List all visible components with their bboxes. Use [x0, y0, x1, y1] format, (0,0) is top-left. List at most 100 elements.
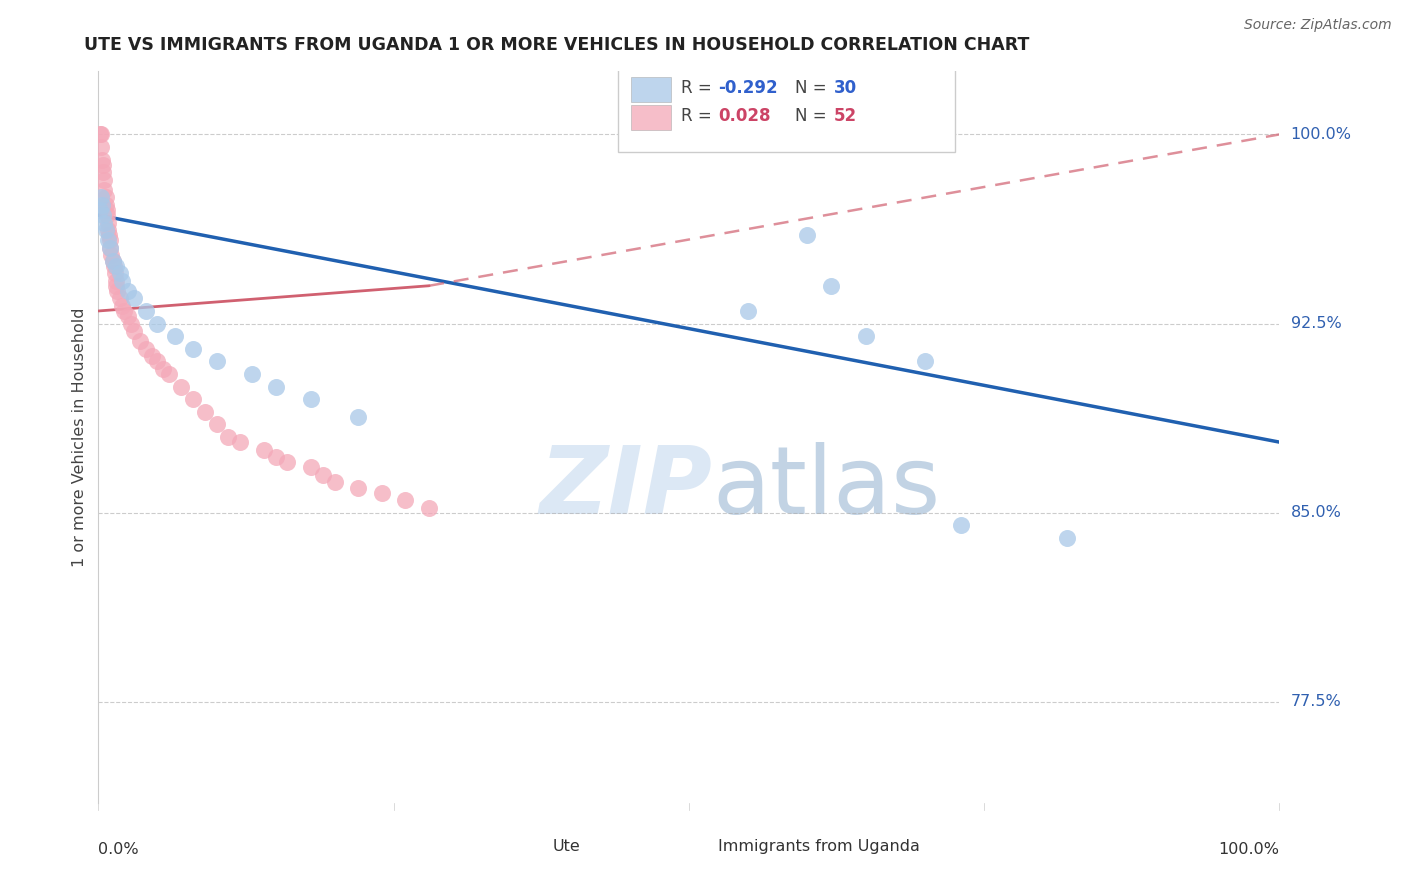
Point	[97, 223, 120, 237]
Point	[111, 274, 134, 288]
FancyBboxPatch shape	[619, 68, 955, 152]
Point	[264, 450, 287, 465]
Point	[104, 266, 127, 280]
Point	[217, 430, 239, 444]
Text: Ute: Ute	[553, 839, 581, 855]
Point	[90, 190, 112, 204]
Point	[157, 367, 180, 381]
Point	[141, 350, 163, 364]
Point	[205, 354, 228, 368]
Point	[181, 392, 204, 407]
Point	[264, 379, 287, 393]
Text: 0.028: 0.028	[718, 107, 770, 125]
Text: 30: 30	[834, 79, 858, 97]
Point	[165, 329, 187, 343]
Point	[98, 233, 121, 247]
Text: 52: 52	[834, 107, 858, 125]
FancyBboxPatch shape	[631, 105, 671, 130]
Point	[312, 467, 335, 482]
Point	[90, 128, 112, 142]
Point	[96, 208, 118, 222]
FancyBboxPatch shape	[685, 836, 714, 857]
Point	[94, 190, 117, 204]
Text: 92.5%: 92.5%	[1291, 316, 1341, 331]
Point	[152, 362, 174, 376]
Text: ZIP: ZIP	[540, 442, 713, 534]
Point	[347, 481, 370, 495]
Text: UTE VS IMMIGRANTS FROM UGANDA 1 OR MORE VEHICLES IN HOUSEHOLD CORRELATION CHART: UTE VS IMMIGRANTS FROM UGANDA 1 OR MORE …	[84, 36, 1029, 54]
Point	[112, 304, 135, 318]
Point	[194, 405, 217, 419]
Text: -0.292: -0.292	[718, 79, 778, 97]
Point	[796, 228, 818, 243]
Text: N =: N =	[796, 79, 832, 97]
Point	[96, 203, 118, 218]
Point	[94, 223, 117, 237]
Point	[371, 485, 394, 500]
Point	[105, 274, 128, 288]
Point	[91, 198, 114, 212]
Point	[146, 317, 169, 331]
Point	[111, 299, 134, 313]
Point	[737, 304, 759, 318]
Point	[105, 259, 128, 273]
Point	[299, 460, 322, 475]
Point	[91, 158, 114, 172]
Point	[135, 304, 157, 318]
Point	[949, 518, 972, 533]
Point	[93, 183, 115, 197]
Point	[101, 253, 124, 268]
Point	[98, 241, 121, 255]
Point	[299, 392, 322, 407]
Point	[93, 216, 115, 230]
Point	[89, 128, 111, 142]
Point	[90, 140, 112, 154]
FancyBboxPatch shape	[519, 836, 550, 857]
Point	[253, 442, 276, 457]
Point	[122, 324, 145, 338]
Point	[108, 266, 131, 280]
Point	[128, 334, 150, 349]
Text: Immigrants from Uganda: Immigrants from Uganda	[718, 839, 921, 855]
Point	[101, 253, 124, 268]
Point	[91, 153, 114, 167]
Point	[394, 493, 416, 508]
Point	[89, 203, 111, 218]
Point	[181, 342, 204, 356]
Text: 100.0%: 100.0%	[1219, 842, 1279, 856]
Point	[1056, 531, 1078, 545]
Point	[100, 248, 122, 262]
Point	[93, 173, 115, 187]
Point	[418, 500, 440, 515]
Point	[135, 342, 157, 356]
Point	[146, 354, 169, 368]
Point	[105, 278, 128, 293]
Point	[170, 379, 193, 393]
Point	[276, 455, 298, 469]
Point	[229, 435, 252, 450]
Point	[94, 198, 117, 212]
Text: atlas: atlas	[713, 442, 941, 534]
Point	[117, 284, 139, 298]
Point	[347, 409, 370, 424]
Point	[205, 417, 228, 432]
Text: Source: ZipAtlas.com: Source: ZipAtlas.com	[1244, 18, 1392, 32]
Point	[103, 259, 125, 273]
FancyBboxPatch shape	[631, 78, 671, 102]
Text: N =: N =	[796, 107, 832, 125]
Text: 0.0%: 0.0%	[98, 842, 139, 856]
Text: 77.5%: 77.5%	[1291, 694, 1341, 709]
Point	[122, 291, 145, 305]
Y-axis label: 1 or more Vehicles in Household: 1 or more Vehicles in Household	[72, 308, 87, 566]
Point	[105, 284, 128, 298]
Text: R =: R =	[681, 107, 717, 125]
Point	[914, 354, 936, 368]
Point	[91, 208, 114, 222]
Point	[121, 317, 143, 331]
Point	[98, 228, 121, 243]
Point	[323, 475, 346, 490]
Text: 100.0%: 100.0%	[1291, 127, 1351, 142]
Point	[855, 329, 877, 343]
Point	[98, 241, 121, 255]
Point	[97, 233, 120, 247]
